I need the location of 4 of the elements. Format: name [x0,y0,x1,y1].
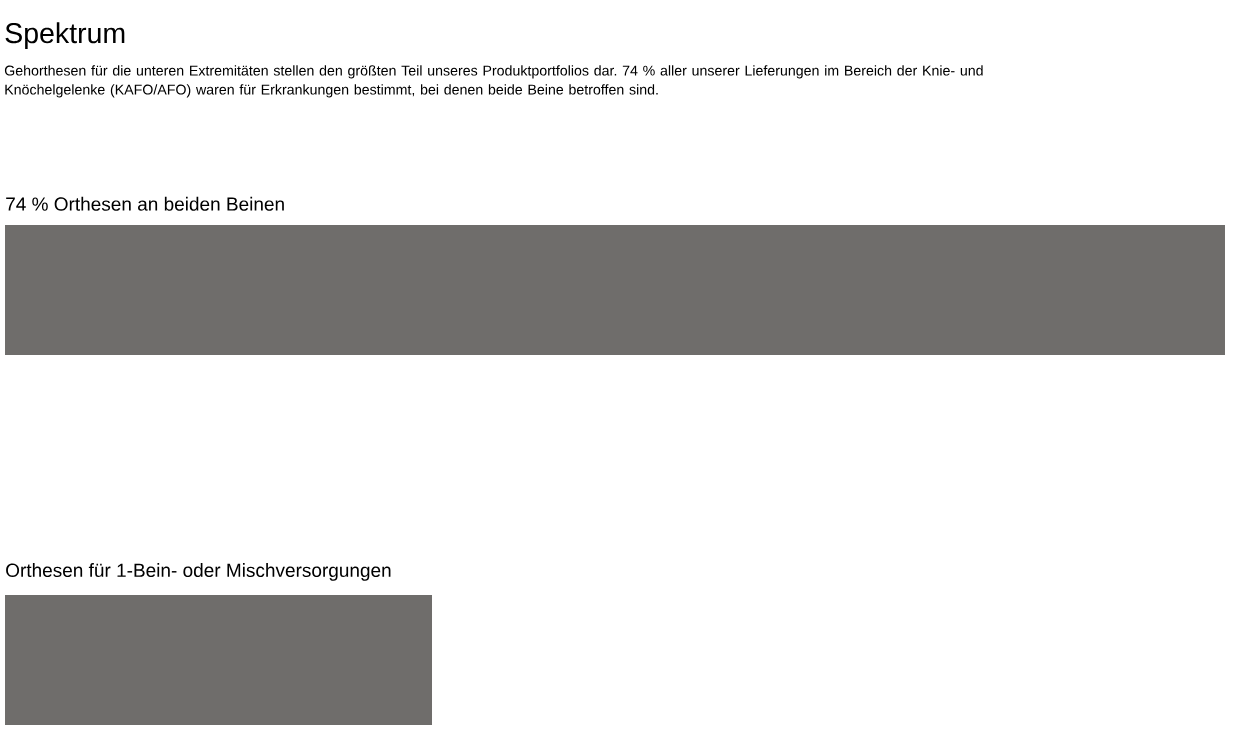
chart-title: Spektrum [5,22,125,49]
y-tick-label: Orthesen für 1-Bein- oder Mischversorgungen [6,563,391,581]
y-tick-label: 74 % Orthesen an beiden Beinen [6,196,284,211]
text: Gehorthesen für die unteren Extremitäten stellen den größten Teil unseres Produktportfolios dar. 74 % aller unserer Lieferungen im Bereich der Knie- und Knöchelgelenke (KAFO/AFO) waren für Erkrankungen bestimmt, bei denen beide Beine betroffen sind. [4,65,983,98]
